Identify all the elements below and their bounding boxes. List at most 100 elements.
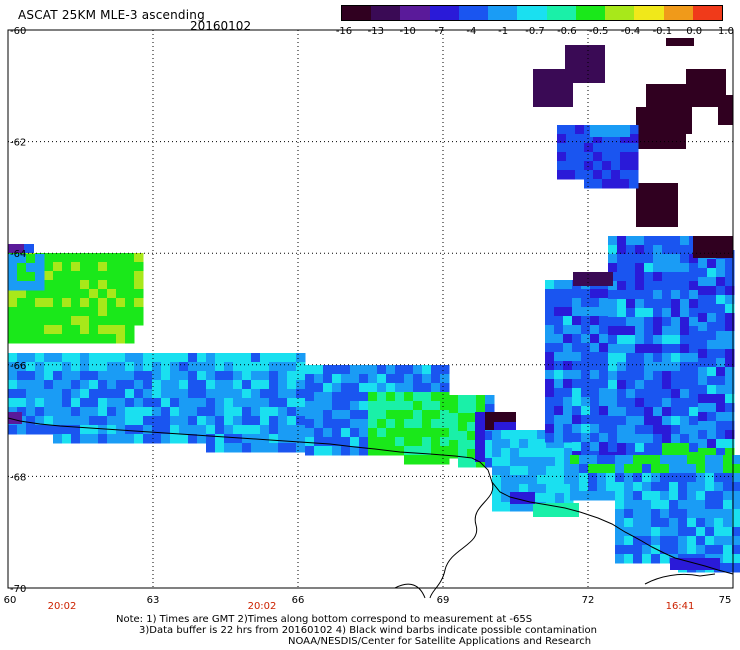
data-cell	[716, 412, 726, 422]
data-cell	[635, 371, 645, 381]
data-cell	[98, 271, 108, 281]
data-cell	[563, 298, 573, 308]
data-cell	[197, 434, 207, 444]
data-cell	[714, 509, 724, 519]
data-cell	[24, 244, 34, 254]
data-cell	[563, 343, 573, 353]
data-cell	[696, 545, 706, 555]
data-cell	[350, 437, 360, 447]
data-cell	[590, 343, 600, 353]
data-cell	[422, 419, 432, 429]
data-cell	[566, 161, 576, 171]
river-line	[429, 481, 494, 599]
data-cell	[35, 281, 45, 291]
data-cell	[725, 448, 735, 458]
data-cell	[714, 518, 724, 528]
data-cell	[723, 536, 733, 546]
data-cell	[125, 253, 135, 263]
data-cell	[519, 439, 529, 449]
data-cell	[590, 415, 600, 425]
data-cell	[617, 362, 627, 372]
data-cell	[89, 307, 99, 317]
data-cell	[633, 500, 643, 510]
data-cell	[233, 353, 243, 363]
data-cell	[449, 395, 459, 405]
data-cell	[251, 425, 261, 435]
data-cell	[510, 502, 520, 512]
data-cell	[680, 434, 690, 444]
data-cell	[698, 376, 708, 386]
data-cell	[17, 281, 27, 291]
data-cell	[62, 253, 72, 263]
data-cell	[53, 298, 63, 308]
data-cell	[635, 263, 645, 273]
data-cell	[332, 428, 342, 438]
data-cell	[224, 443, 234, 453]
data-cell	[431, 455, 441, 465]
data-cell	[107, 407, 117, 417]
data-cell	[624, 518, 634, 528]
data-cell	[8, 307, 18, 317]
data-cell	[554, 316, 564, 326]
data-cell	[260, 353, 270, 363]
data-cell	[125, 316, 135, 326]
data-cell	[519, 457, 529, 467]
data-cell	[341, 428, 351, 438]
data-cell	[678, 509, 688, 519]
data-cell	[696, 482, 706, 492]
data-cell	[671, 290, 681, 300]
data-cell	[714, 527, 724, 537]
data-cell	[161, 353, 171, 363]
latitude-label: -64	[10, 249, 26, 260]
data-cell	[8, 316, 18, 326]
data-cell	[134, 434, 144, 444]
data-cell	[341, 383, 351, 393]
data-cell	[422, 401, 432, 411]
data-cell	[224, 371, 234, 381]
data-cell	[26, 380, 36, 390]
data-cell	[705, 473, 715, 483]
data-cell	[590, 325, 600, 335]
data-cell	[386, 374, 396, 384]
data-cell	[26, 263, 36, 273]
data-cell	[107, 380, 117, 390]
data-cell	[197, 425, 207, 435]
data-cell	[377, 392, 387, 402]
data-cell	[725, 421, 735, 431]
data-cell	[716, 448, 726, 458]
data-cell	[8, 254, 18, 264]
data-cell	[563, 289, 573, 299]
data-cell	[492, 475, 502, 485]
data-cell	[35, 407, 45, 417]
data-cell	[635, 443, 645, 453]
data-cell	[350, 374, 360, 384]
data-cell	[53, 325, 63, 335]
data-cell	[545, 388, 555, 398]
data-cell	[599, 415, 609, 425]
data-cell	[143, 425, 153, 435]
data-cell	[323, 437, 333, 447]
data-cell	[53, 380, 63, 390]
data-cell	[89, 298, 99, 308]
data-cell	[98, 262, 108, 272]
data-cell	[251, 353, 261, 363]
data-cell	[575, 170, 585, 180]
data-cell	[593, 179, 603, 189]
data-cell	[377, 374, 387, 384]
data-cell	[669, 482, 679, 492]
data-cell	[615, 464, 625, 474]
data-cell	[642, 491, 652, 501]
data-cell	[224, 434, 234, 444]
pass-time-label: 20:02	[48, 601, 77, 612]
data-cell	[413, 383, 423, 393]
data-cell	[98, 407, 108, 417]
data-cell	[485, 458, 495, 468]
data-cell	[705, 509, 715, 519]
data-cell	[687, 482, 697, 492]
data-cell	[89, 362, 99, 372]
data-cell	[125, 271, 135, 281]
data-cell	[134, 398, 144, 408]
data-cell	[707, 259, 717, 269]
data-cell	[593, 143, 603, 153]
data-cell	[599, 433, 609, 443]
